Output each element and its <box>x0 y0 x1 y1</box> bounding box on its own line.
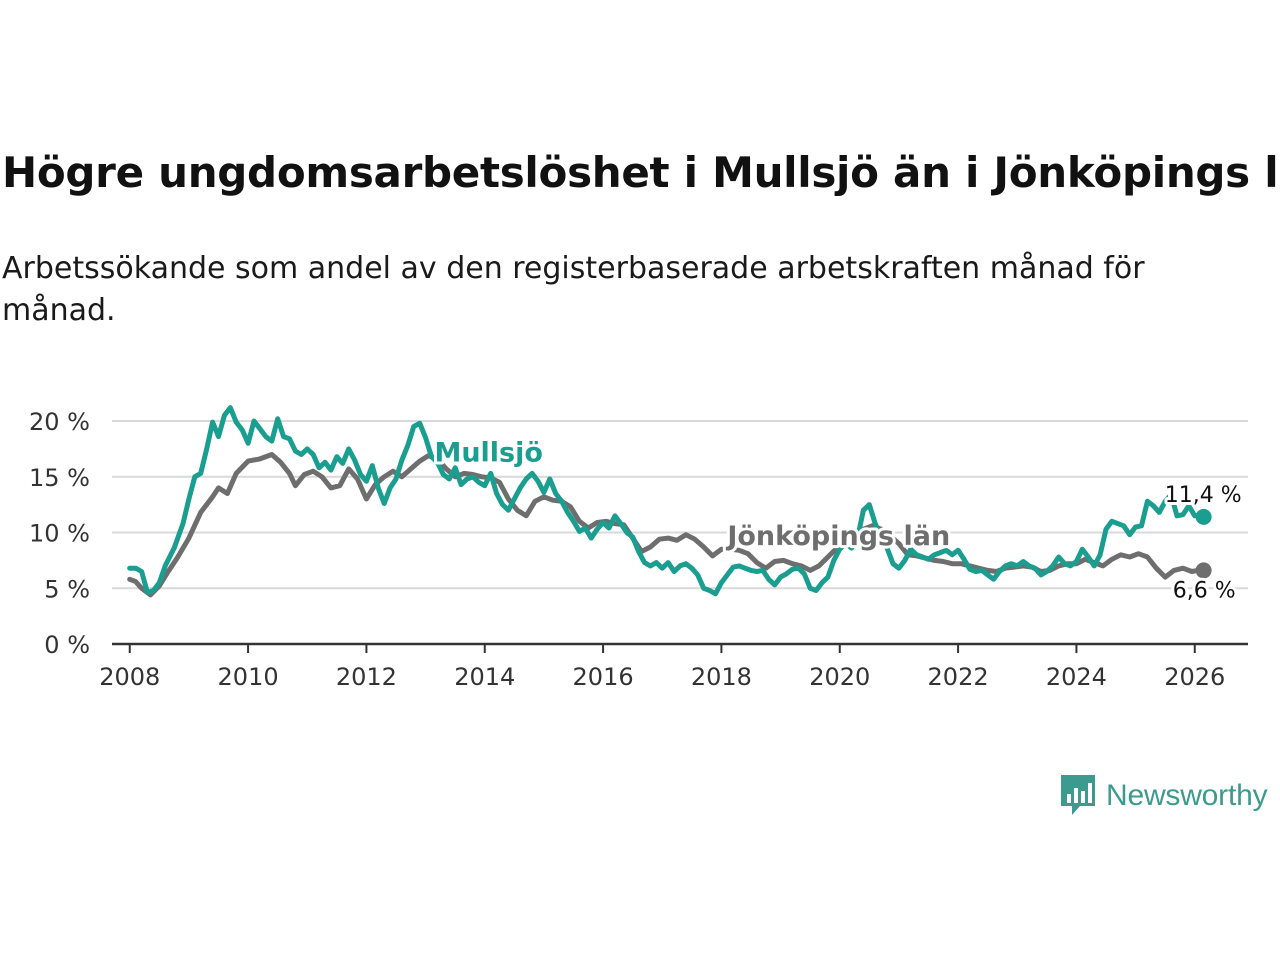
x-tick-label: 2016 <box>573 663 634 691</box>
x-tick-label: 2014 <box>454 663 515 691</box>
x-tick-label: 2022 <box>928 663 989 691</box>
series-lines <box>127 405 1212 598</box>
y-tick-label: 20 % <box>29 408 90 436</box>
newsworthy-brand: Newsworthy <box>1058 773 1268 819</box>
x-tick-label: 2008 <box>99 663 160 691</box>
y-tick-label: 0 % <box>44 631 90 659</box>
end-point-jonkopings-lan <box>1195 562 1212 579</box>
end-label-jonkopings-lan: 6,6 % <box>1173 578 1236 603</box>
x-tick-label: 2010 <box>218 663 279 691</box>
chart-subtitle: Arbetssökande som andel av den registerb… <box>2 251 1145 328</box>
x-tick-label: 2012 <box>336 663 397 691</box>
chart-labels: 0 % 5 % 10 % 15 % 20 % 2008 2010 2012 2014 2016 20… <box>29 408 1245 691</box>
series-label-jonkopings-lan: Jönköpings län <box>725 521 950 552</box>
series-label-mullsjo: Mullsjö <box>434 438 542 469</box>
x-tick-label: 2020 <box>809 663 870 691</box>
newsworthy-logo-icon <box>1061 775 1095 815</box>
end-point-mullsjo <box>1195 508 1212 525</box>
x-tick-label: 2018 <box>691 663 752 691</box>
end-label-mullsjo: 11,4 % <box>1165 483 1242 508</box>
y-tick-label: 10 % <box>29 520 90 548</box>
y-tick-label: 5 % <box>44 575 90 603</box>
series-line-mullsjo <box>127 405 1207 597</box>
line-chart: 0 % 5 % 10 % 15 % 20 % 2008 2010 2012 2014 2016 20… <box>29 405 1248 691</box>
x-tick-label: 2026 <box>1164 663 1225 691</box>
chart-title: Högre ungdomsarbetslöshet i Mullsjö än i… <box>2 148 1280 197</box>
tick-marks <box>128 644 1196 653</box>
x-tick-label: 2024 <box>1046 663 1107 691</box>
y-tick-label: 15 % <box>29 464 90 492</box>
brand-name: Newsworthy <box>1106 779 1268 812</box>
